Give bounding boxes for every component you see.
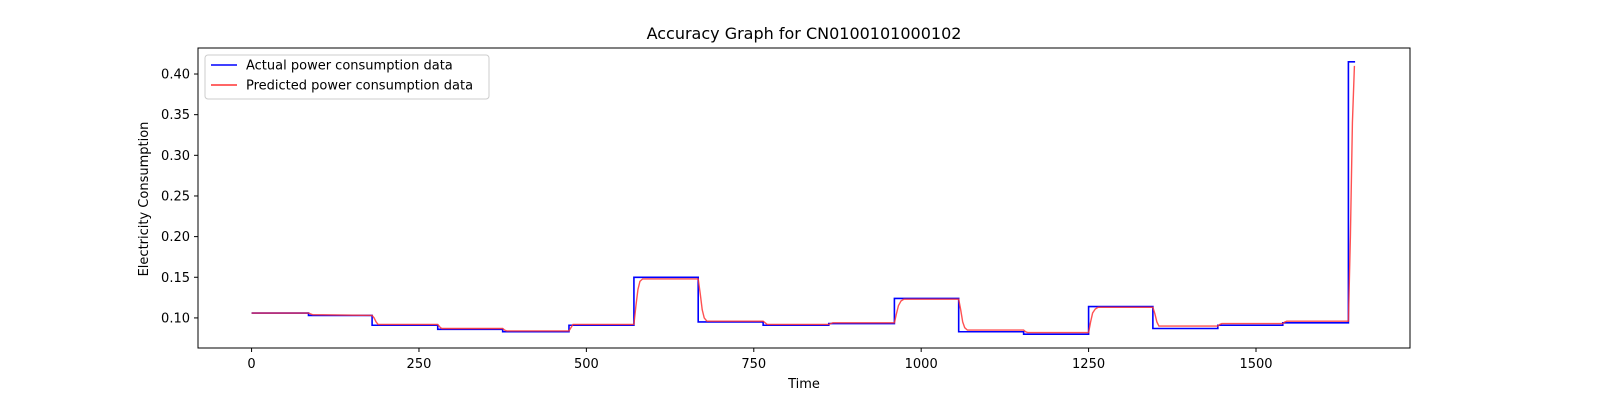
y-tick-label: 0.35 (161, 108, 190, 123)
y-tick-label: 0.10 (161, 311, 190, 326)
plot-area: 0 250 500 750 1000 1250 1500 0.10 0.15 0.20 0.25 0.… (161, 47, 1411, 372)
legend-label: Predicted power consumption data (246, 79, 473, 94)
axes-frame (197, 47, 1411, 349)
legend-label: Actual power consumption data (246, 59, 453, 74)
y-axis-label: Electricity Consumption (137, 122, 152, 277)
y-tick-label: 0.40 (161, 68, 190, 83)
y-tick-label: 0.15 (161, 271, 190, 286)
legend-box (204, 54, 490, 100)
x-tick-label: 1500 (1239, 357, 1272, 372)
y-tick-label: 0.30 (161, 149, 190, 164)
chart-title: Accuracy Graph for CN0100101000102 (647, 24, 962, 43)
series-line-predicted (251, 65, 1356, 334)
y-tick-label: 0.20 (161, 230, 190, 245)
x-tick-label: 750 (741, 357, 766, 372)
x-tick-label: 250 (407, 357, 432, 372)
x-tick-label: 0 (247, 357, 255, 372)
x-tick-label: 1250 (1072, 357, 1105, 372)
x-tick-label: 500 (574, 357, 599, 372)
x-axis-label: Time (787, 377, 820, 392)
x-tick-label: 1000 (905, 357, 938, 372)
legend: Actual power consumption data Predicted p… (204, 54, 490, 100)
y-tick-label: 0.25 (161, 189, 190, 204)
